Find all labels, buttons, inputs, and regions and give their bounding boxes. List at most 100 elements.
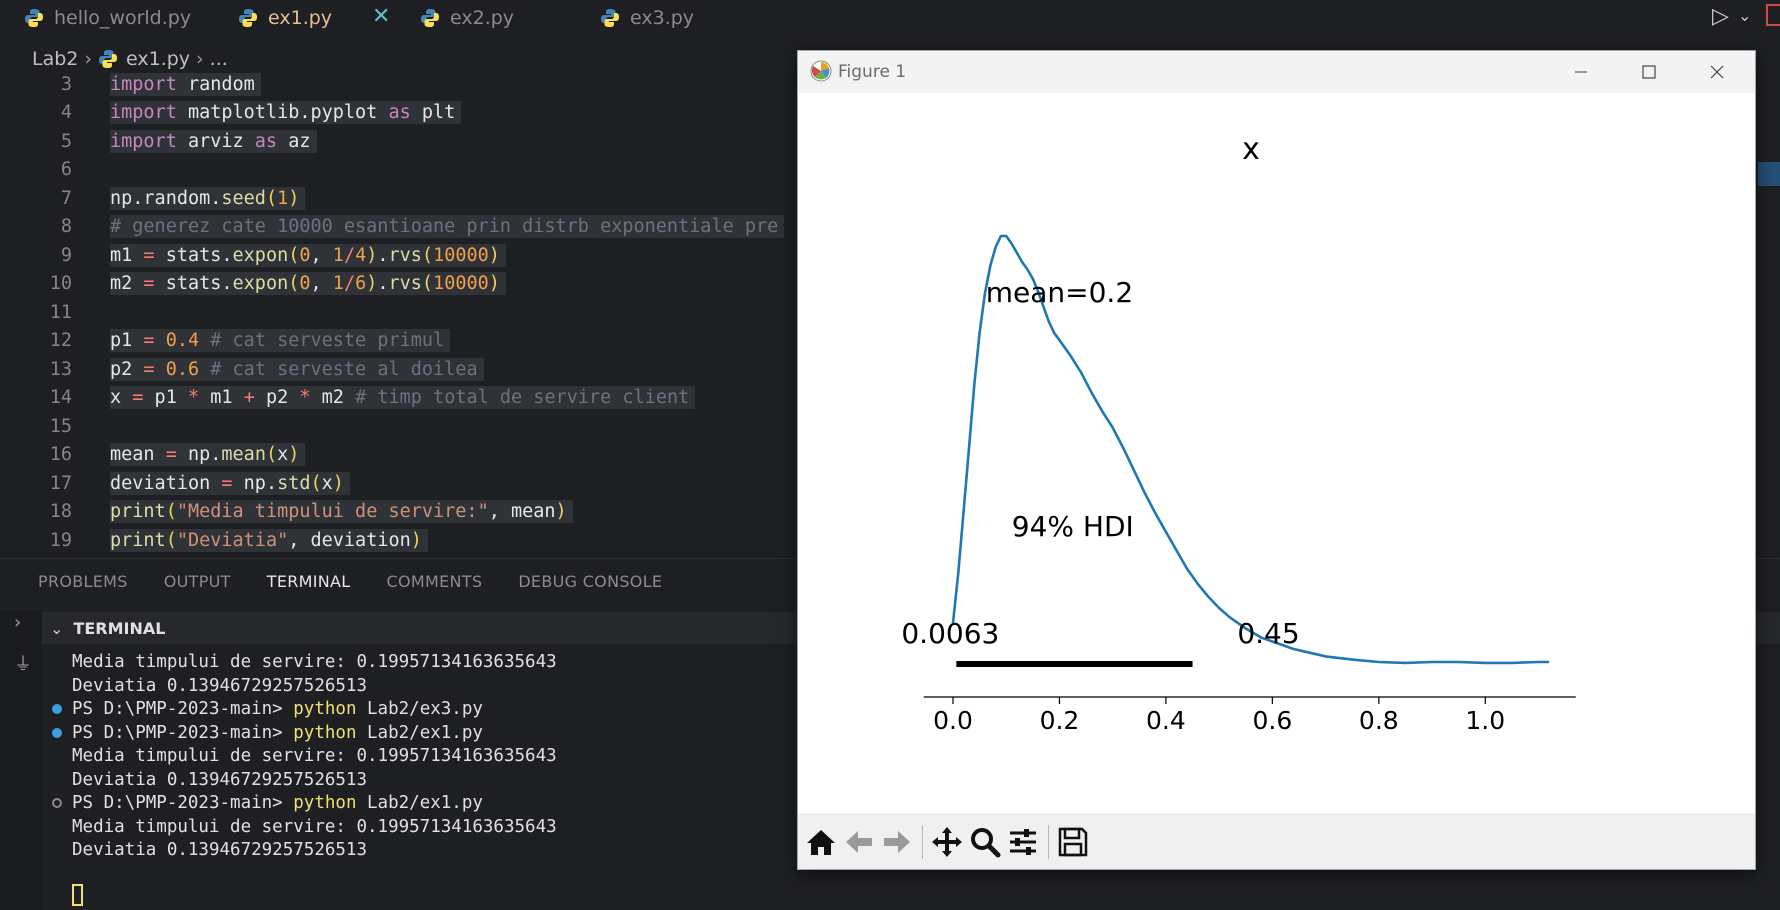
code-token: , bbox=[310, 244, 333, 266]
code-token: ( bbox=[265, 444, 278, 466]
code-token: 10000 bbox=[433, 244, 489, 266]
terminal-line: PS D:\PMP-2023-main> python Lab2/ex3.py bbox=[52, 697, 483, 721]
code-line[interactable]: 16 mean = np.mean(x) bbox=[0, 441, 800, 470]
line-number: 17 bbox=[49, 472, 72, 494]
code-line[interactable]: 19 print("Deviatia", deviation) bbox=[0, 526, 800, 555]
tab-ex1-py[interactable]: ex1.py bbox=[238, 0, 332, 35]
code-line[interactable]: 15 bbox=[0, 412, 800, 441]
code-token: ) bbox=[366, 273, 378, 295]
code-token: 1 bbox=[332, 244, 344, 266]
chevron-right-icon: › bbox=[196, 48, 204, 70]
save-icon[interactable] bbox=[1056, 825, 1090, 859]
code-line[interactable]: 6 bbox=[0, 156, 800, 185]
code-line[interactable]: 9 m1 = stats.expon(0, 1/4).rvs(10000) bbox=[0, 241, 800, 270]
code-token: ( bbox=[265, 187, 278, 209]
command-status-icon[interactable] bbox=[52, 727, 62, 738]
code-editor[interactable]: 3 import random 4 import matplotlib.pyplot … bbox=[0, 70, 1780, 558]
line-number: 9 bbox=[60, 244, 72, 266]
code-token: , bbox=[310, 273, 333, 295]
code-line[interactable]: 4 import matplotlib.pyplot as plt bbox=[0, 99, 800, 128]
density-curve bbox=[951, 234, 1550, 665]
home-icon[interactable] bbox=[804, 825, 838, 859]
code-token: x bbox=[321, 472, 333, 494]
panel-tab-problems[interactable]: PROBLEMS bbox=[38, 572, 128, 591]
back-arrow-icon[interactable] bbox=[842, 825, 876, 859]
code-line[interactable]: 10 m2 = stats.expon(0, 1/6).rvs(10000) bbox=[0, 270, 800, 299]
code-token: p2 bbox=[254, 387, 300, 409]
code-token: rvs bbox=[388, 273, 422, 295]
code-token: 4 bbox=[355, 244, 367, 266]
breadcrumb-symbol[interactable]: ... bbox=[209, 48, 228, 70]
terminal-line: Media timpului de servire: 0.19957134163… bbox=[72, 815, 557, 839]
code-token: ) bbox=[288, 444, 300, 466]
code-line[interactable]: 14 x = p1 * m1 + p2 * m2 # timp total de … bbox=[0, 384, 800, 413]
terminal-argument: Lab2/ex1.py bbox=[356, 793, 483, 813]
code-token: ) bbox=[488, 244, 500, 266]
code-line[interactable]: 5 import arviz as az bbox=[0, 127, 800, 156]
matplotlib-figure-window[interactable]: Figure 1 x 0.0 0.2 0.4 0.6 0.8 1.0 mean=0.2 94% … bbox=[797, 50, 1756, 870]
zoom-icon[interactable] bbox=[968, 825, 1002, 859]
panel-tab-debug-console[interactable]: DEBUG CONSOLE bbox=[518, 572, 663, 591]
x-tick-label: 0.8 bbox=[1359, 706, 1399, 735]
command-status-icon[interactable] bbox=[52, 704, 62, 714]
code-token: ( bbox=[421, 273, 434, 295]
code-line[interactable]: 11 bbox=[0, 298, 800, 327]
forward-arrow-icon[interactable] bbox=[880, 825, 914, 859]
code-token: stats. bbox=[154, 273, 233, 295]
posterior-plot[interactable]: x 0.0 0.2 0.4 0.6 0.8 1.0 mean=0.2 94% HDI 0.0063… bbox=[798, 93, 1755, 813]
minimap-slider[interactable] bbox=[1758, 162, 1780, 186]
configure-subplots-icon[interactable] bbox=[1006, 825, 1040, 859]
maximize-icon[interactable] bbox=[1634, 57, 1664, 87]
code-token: * bbox=[299, 387, 311, 409]
code-token: az bbox=[277, 130, 311, 152]
figure-title-bar[interactable]: Figure 1 bbox=[798, 51, 1755, 93]
toolbar-separator bbox=[922, 825, 923, 859]
code-line[interactable]: 13 p2 = 0.6 # cat serveste al doilea bbox=[0, 355, 800, 384]
breadcrumb-file[interactable]: ex1.py bbox=[126, 48, 191, 70]
code-text: print("Deviatia", deviation) bbox=[110, 528, 428, 552]
command-status-icon[interactable] bbox=[52, 798, 62, 808]
tab-ex3-py[interactable]: ex3.py bbox=[600, 0, 694, 35]
code-text: deviation = np.std(x) bbox=[110, 471, 350, 495]
code-line[interactable]: 17 deviation = np.std(x) bbox=[0, 469, 800, 498]
hdi-annotation: 94% HDI bbox=[1012, 510, 1134, 543]
panel-tab-comments[interactable]: COMMENTS bbox=[386, 572, 483, 591]
code-token: = bbox=[221, 472, 233, 494]
code-text: p2 = 0.6 # cat serveste al doilea bbox=[110, 357, 484, 381]
terminal-line: Media timpului de servire: 0.19957134163… bbox=[72, 650, 557, 674]
code-line[interactable]: 12 p1 = 0.4 # cat serveste primul bbox=[0, 327, 800, 356]
terminal-command: python bbox=[293, 722, 357, 743]
breadcrumb-folder[interactable]: Lab2 bbox=[32, 48, 79, 70]
close-tab-icon[interactable]: ✕ bbox=[372, 4, 391, 29]
close-icon[interactable] bbox=[1702, 57, 1732, 87]
code-line[interactable]: 8 # generez cate 10000 esantioane prin di… bbox=[0, 213, 800, 242]
code-line[interactable]: 7 np.random.seed(1) bbox=[0, 184, 800, 213]
pan-icon[interactable] bbox=[930, 825, 964, 859]
terminal-prompt: PS D:\PMP-2023-main> bbox=[72, 699, 294, 719]
panel-tab-terminal[interactable]: TERMINAL bbox=[266, 572, 351, 591]
code-token: m2 bbox=[110, 273, 144, 295]
chevron-down-icon[interactable]: ⌄ bbox=[50, 618, 64, 638]
minimize-icon[interactable] bbox=[1566, 57, 1596, 87]
code-token: ) bbox=[332, 472, 344, 494]
chevron-right-icon[interactable]: › bbox=[14, 612, 22, 633]
terminal-line: Deviatia 0.13946729257526513 bbox=[72, 674, 367, 698]
plug-icon[interactable]: ⏚ bbox=[14, 654, 32, 675]
run-icon[interactable]: ▷ bbox=[1712, 4, 1729, 29]
terminal-prompt: PS D:\PMP-2023-main> bbox=[72, 793, 294, 813]
code-token: "Media timpului de servire:" bbox=[176, 501, 489, 523]
terminal-output[interactable]: Media timpului de servire: 0.19957134163… bbox=[42, 644, 1780, 910]
code-token: ( bbox=[288, 273, 300, 295]
python-file-icon bbox=[99, 50, 117, 68]
code-token: import bbox=[110, 73, 177, 95]
code-token: 1 bbox=[277, 187, 289, 209]
chevron-down-icon[interactable]: ⌄ bbox=[1738, 6, 1752, 25]
code-line[interactable]: 18 print("Media timpului de servire:", me… bbox=[0, 498, 800, 527]
tab-hello_world-py[interactable]: hello_world.py bbox=[24, 0, 191, 35]
tab-ex2-py[interactable]: ex2.py bbox=[420, 0, 514, 35]
code-text: mean = np.mean(x) bbox=[110, 443, 306, 467]
code-line[interactable]: 3 import random bbox=[0, 70, 800, 99]
panel-tab-output[interactable]: OUTPUT bbox=[163, 572, 231, 591]
split-editor-icon[interactable] bbox=[1766, 4, 1780, 26]
code-token: 0 bbox=[299, 273, 311, 295]
